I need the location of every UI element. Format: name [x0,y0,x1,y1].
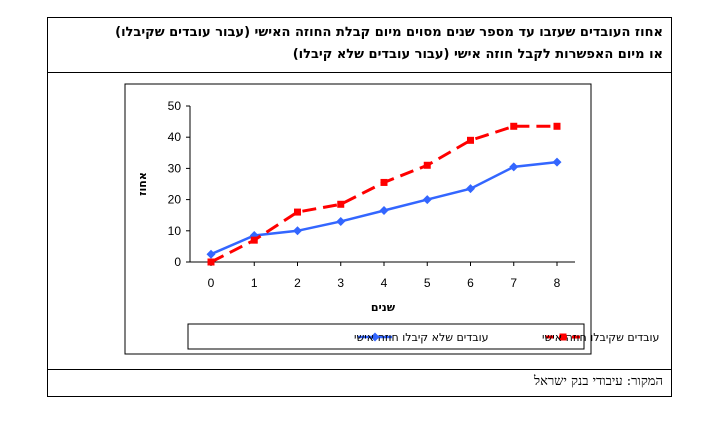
x-tick-label: 3 [337,276,344,290]
data-point-diamond [379,206,389,216]
title-box: אחוז העובדים שעזבו עד מספר שנים מסוים מי… [48,18,671,73]
data-point-square [510,122,518,130]
legend-label: עובדים שקיבלו חוזה אישי [542,331,659,344]
y-tick-label: 20 [168,193,182,207]
y-axis-title: אחוז [136,172,149,196]
data-point-diamond [466,184,475,194]
y-tick-label: 10 [168,224,182,238]
source-note: המקור: עיבודי בנק ישראל [48,369,671,397]
legend-label: עובדים שלא קיבלו חוזה אישי [354,331,489,344]
data-point-diamond [293,226,302,236]
data-point-diamond [509,162,519,172]
data-point-square [423,161,431,169]
axes: 0 10 20 30 40 50 0 1 2 3 4 5 6 7 8 [168,99,575,290]
data-point-diamond [370,332,380,342]
figure-frame: אחוז העובדים שעזבו עד מספר שנים מסוים מי… [47,17,672,397]
chart-title-line-1: אחוז העובדים שעזבו עד מספר שנים מסוים מי… [115,25,663,40]
y-tick-label: 0 [174,255,181,269]
data-point-square [467,136,474,144]
x-axis-title: שנים [371,301,396,314]
data-point-square [380,178,388,186]
y-tick-label: 50 [168,99,182,113]
data-point-diamond [422,195,432,205]
legend: עובדים שקיבלו חוזה אישי עובדים שלא קיבלו … [187,323,659,350]
data-point-square [337,200,345,208]
x-tick-label: 5 [424,276,431,290]
data-point-diamond [206,249,216,259]
x-tick-label: 4 [381,276,388,290]
x-tick-label: 7 [510,276,517,290]
data-point-square [559,333,567,341]
x-tick-label: 6 [467,276,474,290]
y-tick-label: 30 [168,161,182,175]
data-point-diamond [552,157,562,167]
chart-title-line-2: או מיום האפשרות לקבל חוזה אישי (עבור עוב… [292,47,663,62]
legend-entry-2: עובדים שלא קיבלו חוזה אישי [354,331,489,344]
x-tick-label: 0 [208,276,215,290]
data-point-square [294,208,301,216]
plot-area-frame [124,83,592,355]
x-tick-label: 8 [554,276,561,290]
x-tick-label: 2 [294,276,301,290]
series-2 [207,122,561,266]
data-point-diamond [336,216,346,226]
data-point-square [250,236,258,244]
x-tick-label: 1 [251,276,258,290]
data-point-square [553,122,561,130]
legend-entry-1: עובדים שקיבלו חוזה אישי [542,331,659,344]
series-layer [206,122,562,266]
data-point-square [207,258,215,266]
y-tick-label: 40 [168,130,182,144]
